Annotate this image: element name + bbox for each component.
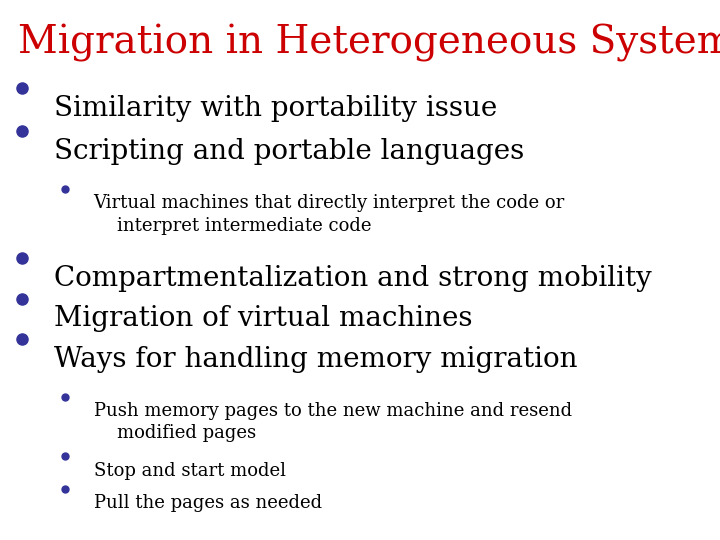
Text: Scripting and portable languages: Scripting and portable languages bbox=[54, 138, 524, 165]
Text: Migration in Heterogeneous Systems: Migration in Heterogeneous Systems bbox=[18, 24, 720, 62]
Text: Pull the pages as needed: Pull the pages as needed bbox=[94, 494, 322, 512]
Text: Ways for handling memory migration: Ways for handling memory migration bbox=[54, 346, 577, 373]
Text: Stop and start model: Stop and start model bbox=[94, 462, 286, 480]
Text: Compartmentalization and strong mobility: Compartmentalization and strong mobility bbox=[54, 265, 652, 292]
Text: Migration of virtual machines: Migration of virtual machines bbox=[54, 305, 472, 332]
Text: Virtual machines that directly interpret the code or
    interpret intermediate : Virtual machines that directly interpret… bbox=[94, 194, 565, 234]
Text: Similarity with portability issue: Similarity with portability issue bbox=[54, 94, 498, 122]
Text: Push memory pages to the new machine and resend
    modified pages: Push memory pages to the new machine and… bbox=[94, 402, 572, 442]
